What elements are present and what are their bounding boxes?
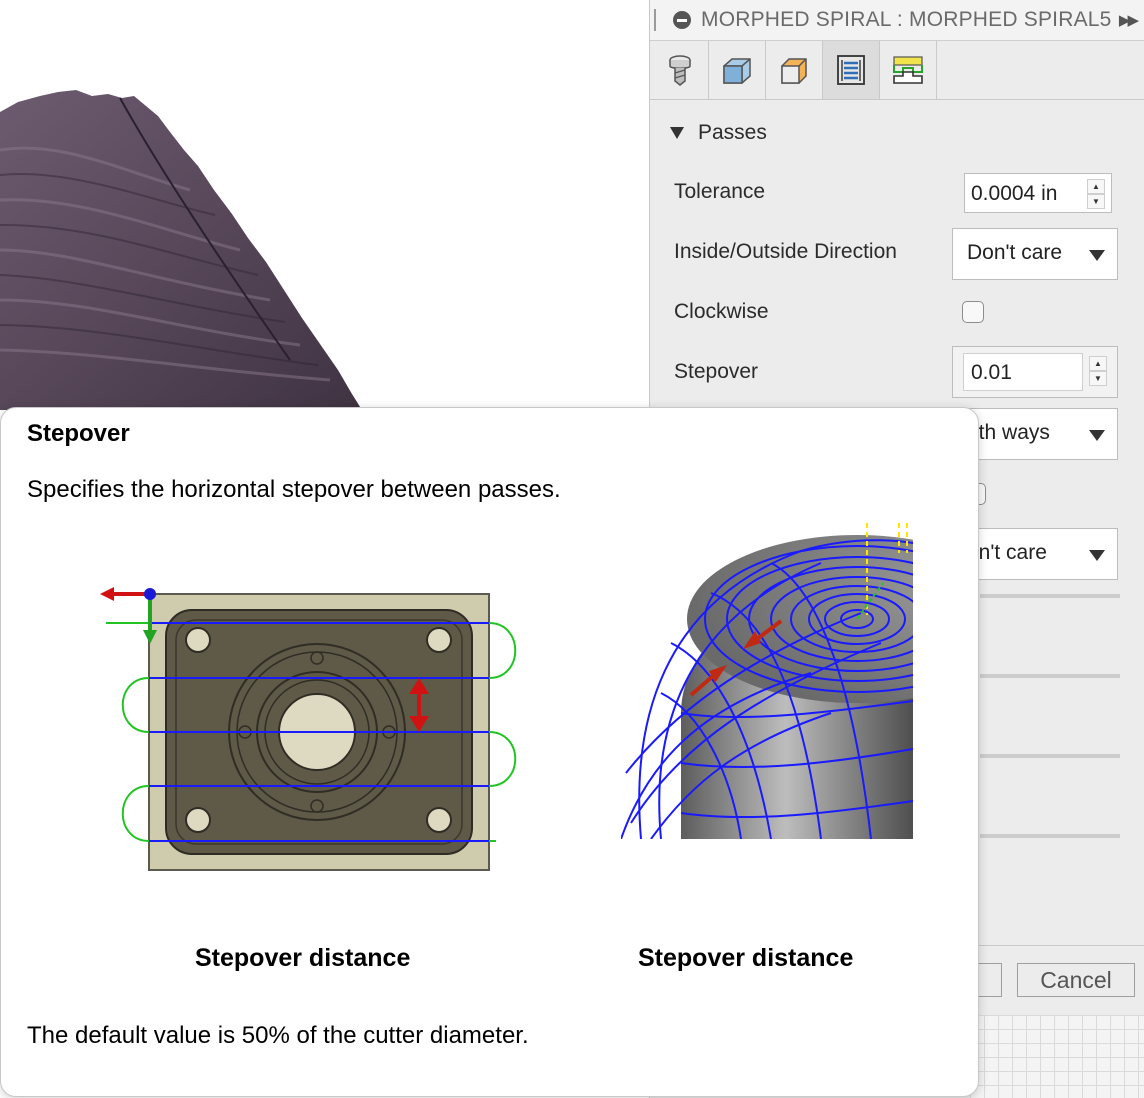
stepover-2d-illustration [100,587,517,871]
stepover-row: Stepover 0.01 ▲ ▼ [650,343,1144,403]
section-divider [980,674,1120,678]
passes-section-header[interactable]: Passes [650,100,1144,166]
direction-value: oth ways [967,421,1050,444]
stop-icon[interactable] [673,11,691,29]
caption-left: Stepover distance [195,944,411,972]
tooltip-description: Specifies the horizontal stepover betwee… [27,476,561,503]
second-select[interactable]: on't care [952,528,1118,580]
geometry-icon [723,58,751,84]
passes-icon [837,55,865,85]
stepover-label: Stepover [674,360,759,383]
collapse-triangle-icon [670,127,684,139]
chevron-down-icon [1089,250,1105,261]
section-title: Passes [698,121,767,144]
clockwise-row: Clockwise [650,283,1144,343]
tab-tool[interactable] [652,41,709,99]
inside-outside-label: Inside/Outside Direction [674,240,897,263]
drag-grip[interactable] [654,9,659,31]
section-divider [980,754,1120,758]
heights-icon [781,58,807,84]
tolerance-label: Tolerance [674,180,766,203]
terrain-mesh [0,90,362,410]
clockwise-checkbox[interactable] [962,301,984,323]
tooltip-title: Stepover [27,420,130,447]
stepover-input[interactable]: 0.01 ▲ ▼ [952,346,1118,398]
stepover-3d-illustration [621,523,913,839]
direction-select[interactable]: oth ways [952,408,1118,460]
tab-linking[interactable] [880,41,937,99]
chevron-down-icon [1089,430,1105,441]
tolerance-value: 0.0004 in [971,182,1058,205]
viewport-grid [970,1015,1144,1098]
stepover-tooltip: Stepover Specifies the horizontal stepov… [0,407,979,1097]
panel-title: MORPHED SPIRAL : MORPHED SPIRAL5 [701,8,1112,31]
inside-outside-row: Inside/Outside Direction Don't care [650,223,1144,283]
tab-passes[interactable] [823,41,880,99]
caption-right: Stepover distance [638,944,854,972]
clockwise-label: Clockwise [674,300,769,323]
linking-icon [893,56,923,84]
inside-outside-select[interactable]: Don't care [952,228,1118,280]
tooltip-note: The default value is 50% of the cutter d… [27,1022,529,1049]
panel-titlebar: MORPHED SPIRAL : MORPHED SPIRAL5 ▶▶ [650,0,1144,41]
inside-outside-value: Don't care [967,241,1063,264]
panel-tab-bar [650,41,1144,100]
tab-heights[interactable] [766,41,823,99]
section-divider [980,594,1120,598]
second-select-value: on't care [967,541,1047,564]
section-divider [980,834,1120,838]
tolerance-input[interactable]: 0.0004 in ▲ ▼ [964,173,1112,213]
expand-panel-icon[interactable]: ▶▶ [1118,12,1139,29]
chevron-down-icon [1089,550,1105,561]
tolerance-stepper[interactable]: ▲ ▼ [1087,179,1105,209]
tab-geometry[interactable] [709,41,766,99]
tool-icon [669,55,691,86]
cancel-button[interactable]: Cancel [1017,963,1135,997]
stepover-stepper[interactable]: ▲ ▼ [1089,356,1107,386]
tolerance-row: Tolerance 0.0004 in ▲ ▼ [650,163,1144,223]
stepover-value: 0.01 [971,361,1012,384]
